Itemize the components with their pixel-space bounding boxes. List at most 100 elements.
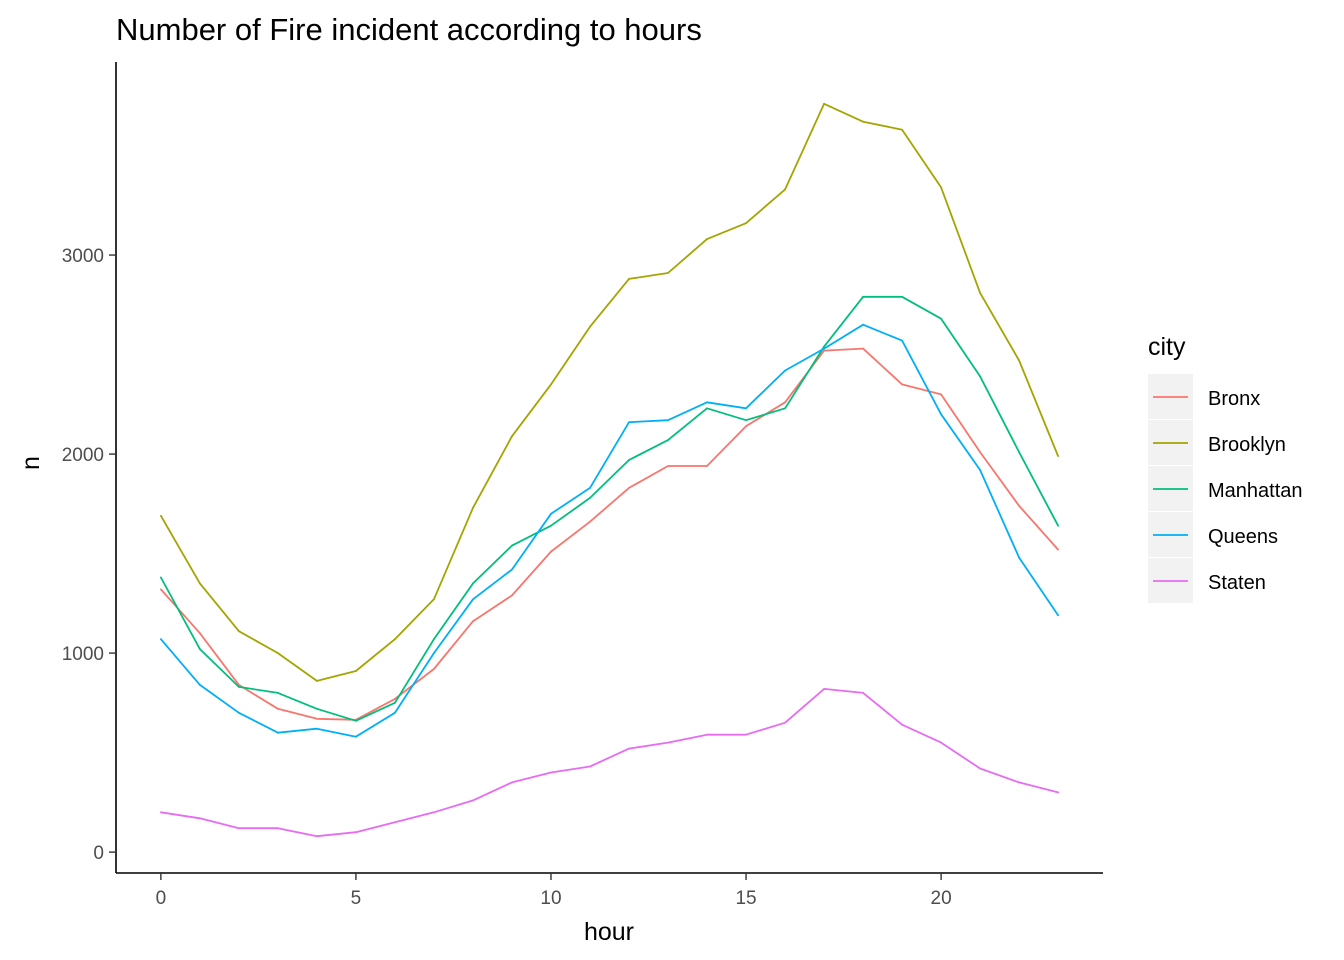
data-point-queens <box>355 735 357 738</box>
x-tick-label: 20 <box>931 888 952 909</box>
data-point-manhattan <box>159 576 162 579</box>
data-point-bronx <box>1057 548 1060 551</box>
data-point-staten <box>1057 791 1060 794</box>
data-point-brooklyn <box>159 514 162 517</box>
data-point-bronx <box>706 465 708 467</box>
data-point-bronx <box>589 520 591 523</box>
data-point-staten <box>511 781 513 784</box>
data-point-staten <box>628 747 630 750</box>
data-point-manhattan <box>862 295 864 298</box>
series-line-manhattan <box>160 295 1059 722</box>
data-point-manhattan <box>198 648 201 651</box>
y-axis-title: n <box>17 456 45 470</box>
data-point-brooklyn <box>550 383 552 386</box>
data-point-queens <box>862 323 864 326</box>
data-point-staten <box>589 765 591 768</box>
legend: city Bronx Brooklyn Manhattan Queens Staten <box>1148 333 1303 603</box>
data-point-queens <box>550 512 552 515</box>
data-point-manhattan <box>589 496 591 499</box>
data-point-brooklyn <box>355 670 357 672</box>
data-point-brooklyn <box>316 680 318 682</box>
data-point-manhattan <box>784 407 786 410</box>
data-point-bronx <box>276 707 279 710</box>
data-point-bronx <box>394 697 396 700</box>
data-point-queens <box>1057 614 1060 617</box>
data-point-queens <box>706 401 708 404</box>
data-point-queens <box>472 598 474 601</box>
x-tick-label: 10 <box>540 888 561 909</box>
legend-label-staten: Staten <box>1208 572 1266 594</box>
data-point-manhattan <box>355 719 357 722</box>
data-point-brooklyn <box>198 582 201 585</box>
data-point-staten <box>979 767 982 770</box>
data-point-bronx <box>472 620 474 623</box>
data-point-manhattan <box>823 345 825 348</box>
data-point-queens <box>316 727 318 730</box>
data-point-staten <box>550 771 552 774</box>
data-point-queens <box>276 731 279 734</box>
data-point-bronx <box>159 588 162 591</box>
data-point-staten <box>901 723 903 726</box>
data-point-bronx <box>1018 504 1021 507</box>
x-tick-label: 0 <box>156 888 167 909</box>
data-point-queens <box>433 652 435 654</box>
data-point-brooklyn <box>276 652 279 654</box>
series-line-staten <box>160 688 1059 838</box>
legend-label-manhattan: Manhattan <box>1208 480 1303 502</box>
data-point-queens <box>940 413 943 416</box>
data-point-bronx <box>316 717 318 720</box>
data-point-manhattan <box>433 638 435 641</box>
data-point-manhattan <box>394 701 396 704</box>
data-point-manhattan <box>1057 524 1060 527</box>
data-point-brooklyn <box>745 222 747 225</box>
data-point-manhattan <box>1018 451 1021 453</box>
data-point-staten <box>745 733 747 736</box>
data-point-queens <box>511 568 513 571</box>
data-point-bronx <box>784 401 786 404</box>
data-point-bronx <box>901 383 903 386</box>
data-point-queens <box>823 347 825 350</box>
chart-title: Number of Fire incident according to hou… <box>116 12 702 47</box>
data-point-manhattan <box>316 707 318 710</box>
x-tick-label: 15 <box>735 888 756 909</box>
data-point-manhattan <box>511 544 513 547</box>
data-point-manhattan <box>276 691 279 694</box>
data-point-brooklyn <box>940 186 943 189</box>
data-point-manhattan <box>628 459 630 461</box>
data-point-staten <box>316 835 318 838</box>
y-axis-ticks: 0 1000 2000 3000 <box>62 246 116 864</box>
data-point-queens <box>784 369 786 372</box>
plot-area: 0 5 10 15 20 0 1000 2000 3000 <box>62 62 1103 909</box>
data-point-staten <box>198 817 201 820</box>
data-point-staten <box>159 811 162 814</box>
legend-label-bronx: Bronx <box>1208 388 1260 410</box>
data-point-brooklyn <box>979 291 982 294</box>
data-point-queens <box>745 407 747 410</box>
data-point-queens <box>667 419 669 422</box>
data-point-manhattan <box>472 582 474 585</box>
y-tick-label: 3000 <box>62 246 104 267</box>
data-point-bronx <box>940 393 943 396</box>
x-axis-title: hour <box>584 918 634 946</box>
data-point-brooklyn <box>1057 455 1060 457</box>
data-point-bronx <box>667 465 669 467</box>
data-point-bronx <box>862 347 864 350</box>
data-point-manhattan <box>706 407 708 410</box>
data-point-queens <box>237 711 240 714</box>
data-point-brooklyn <box>823 102 825 105</box>
data-point-brooklyn <box>667 272 669 274</box>
x-axis-ticks: 0 5 10 15 20 <box>156 873 952 909</box>
data-point-brooklyn <box>433 598 435 601</box>
data-point-brooklyn <box>511 435 513 438</box>
data-point-bronx <box>511 594 513 597</box>
data-point-brooklyn <box>472 506 474 509</box>
data-point-queens <box>1018 556 1021 559</box>
data-point-queens <box>394 711 396 714</box>
data-point-brooklyn <box>628 278 630 280</box>
data-point-brooklyn <box>394 638 396 641</box>
data-point-staten <box>355 831 357 834</box>
x-tick-label: 5 <box>351 888 362 909</box>
data-point-bronx <box>550 550 552 553</box>
data-point-staten <box>394 821 396 824</box>
data-point-staten <box>784 721 786 724</box>
